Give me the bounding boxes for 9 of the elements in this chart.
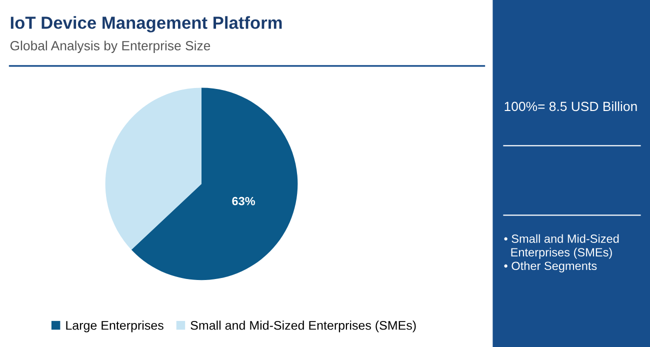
pie-slice <box>131 88 298 280</box>
text: 100%= 8.5 USD Billion <box>504 101 637 112</box>
data-label: 63% <box>232 196 256 206</box>
pie-slice <box>105 88 202 250</box>
legend-label: Small and Mid-Sized Enterprises (SMEs) <box>190 320 416 332</box>
legend-label: Large Enterprises <box>66 320 164 332</box>
chart-title: IoT Device Management Platform <box>10 16 282 32</box>
chart-subtitle: Global Analysis by Enterprise Size <box>10 40 210 53</box>
text: • Small and Mid-Sized Enterprises (SMEs) • Other Segments <box>504 234 619 272</box>
